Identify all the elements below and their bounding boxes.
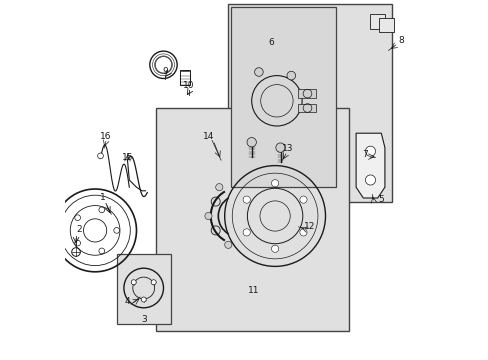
Circle shape [275, 143, 285, 152]
Bar [298, 89, 316, 98]
Text: 11: 11 [247, 287, 259, 296]
Text: 4: 4 [124, 297, 130, 306]
Circle shape [299, 196, 306, 203]
Circle shape [365, 146, 375, 156]
Text: 5: 5 [378, 195, 384, 204]
Text: 12: 12 [303, 222, 314, 231]
Circle shape [271, 180, 278, 187]
Polygon shape [379, 18, 393, 32]
Text: 15: 15 [122, 153, 133, 162]
Text: 9: 9 [162, 67, 168, 76]
Text: 13: 13 [282, 144, 293, 153]
Text: 10: 10 [183, 81, 194, 90]
Circle shape [254, 68, 263, 76]
Circle shape [204, 212, 212, 220]
Bar [117, 254, 170, 324]
Text: 2: 2 [76, 225, 81, 234]
Circle shape [215, 184, 223, 191]
Circle shape [299, 229, 306, 236]
Bar [228, 4, 391, 202]
Text: 14: 14 [203, 132, 214, 141]
Bar [230, 7, 336, 187]
Circle shape [224, 241, 231, 248]
Circle shape [98, 153, 103, 159]
Text: 8: 8 [397, 36, 403, 45]
Polygon shape [355, 133, 384, 198]
Polygon shape [370, 14, 384, 29]
Text: 6: 6 [268, 38, 274, 47]
Circle shape [141, 297, 146, 302]
Text: 16: 16 [100, 132, 111, 141]
Circle shape [271, 245, 278, 252]
Text: 7: 7 [362, 150, 367, 159]
Circle shape [151, 280, 156, 285]
Bar [179, 70, 190, 85]
Circle shape [246, 138, 256, 147]
Bar [298, 104, 316, 112]
Circle shape [131, 280, 136, 285]
Text: 3: 3 [141, 315, 146, 324]
Text: 1: 1 [100, 193, 105, 202]
Circle shape [243, 229, 250, 236]
Bar [156, 108, 348, 331]
Circle shape [365, 175, 375, 185]
Circle shape [286, 71, 295, 80]
Circle shape [243, 196, 250, 203]
